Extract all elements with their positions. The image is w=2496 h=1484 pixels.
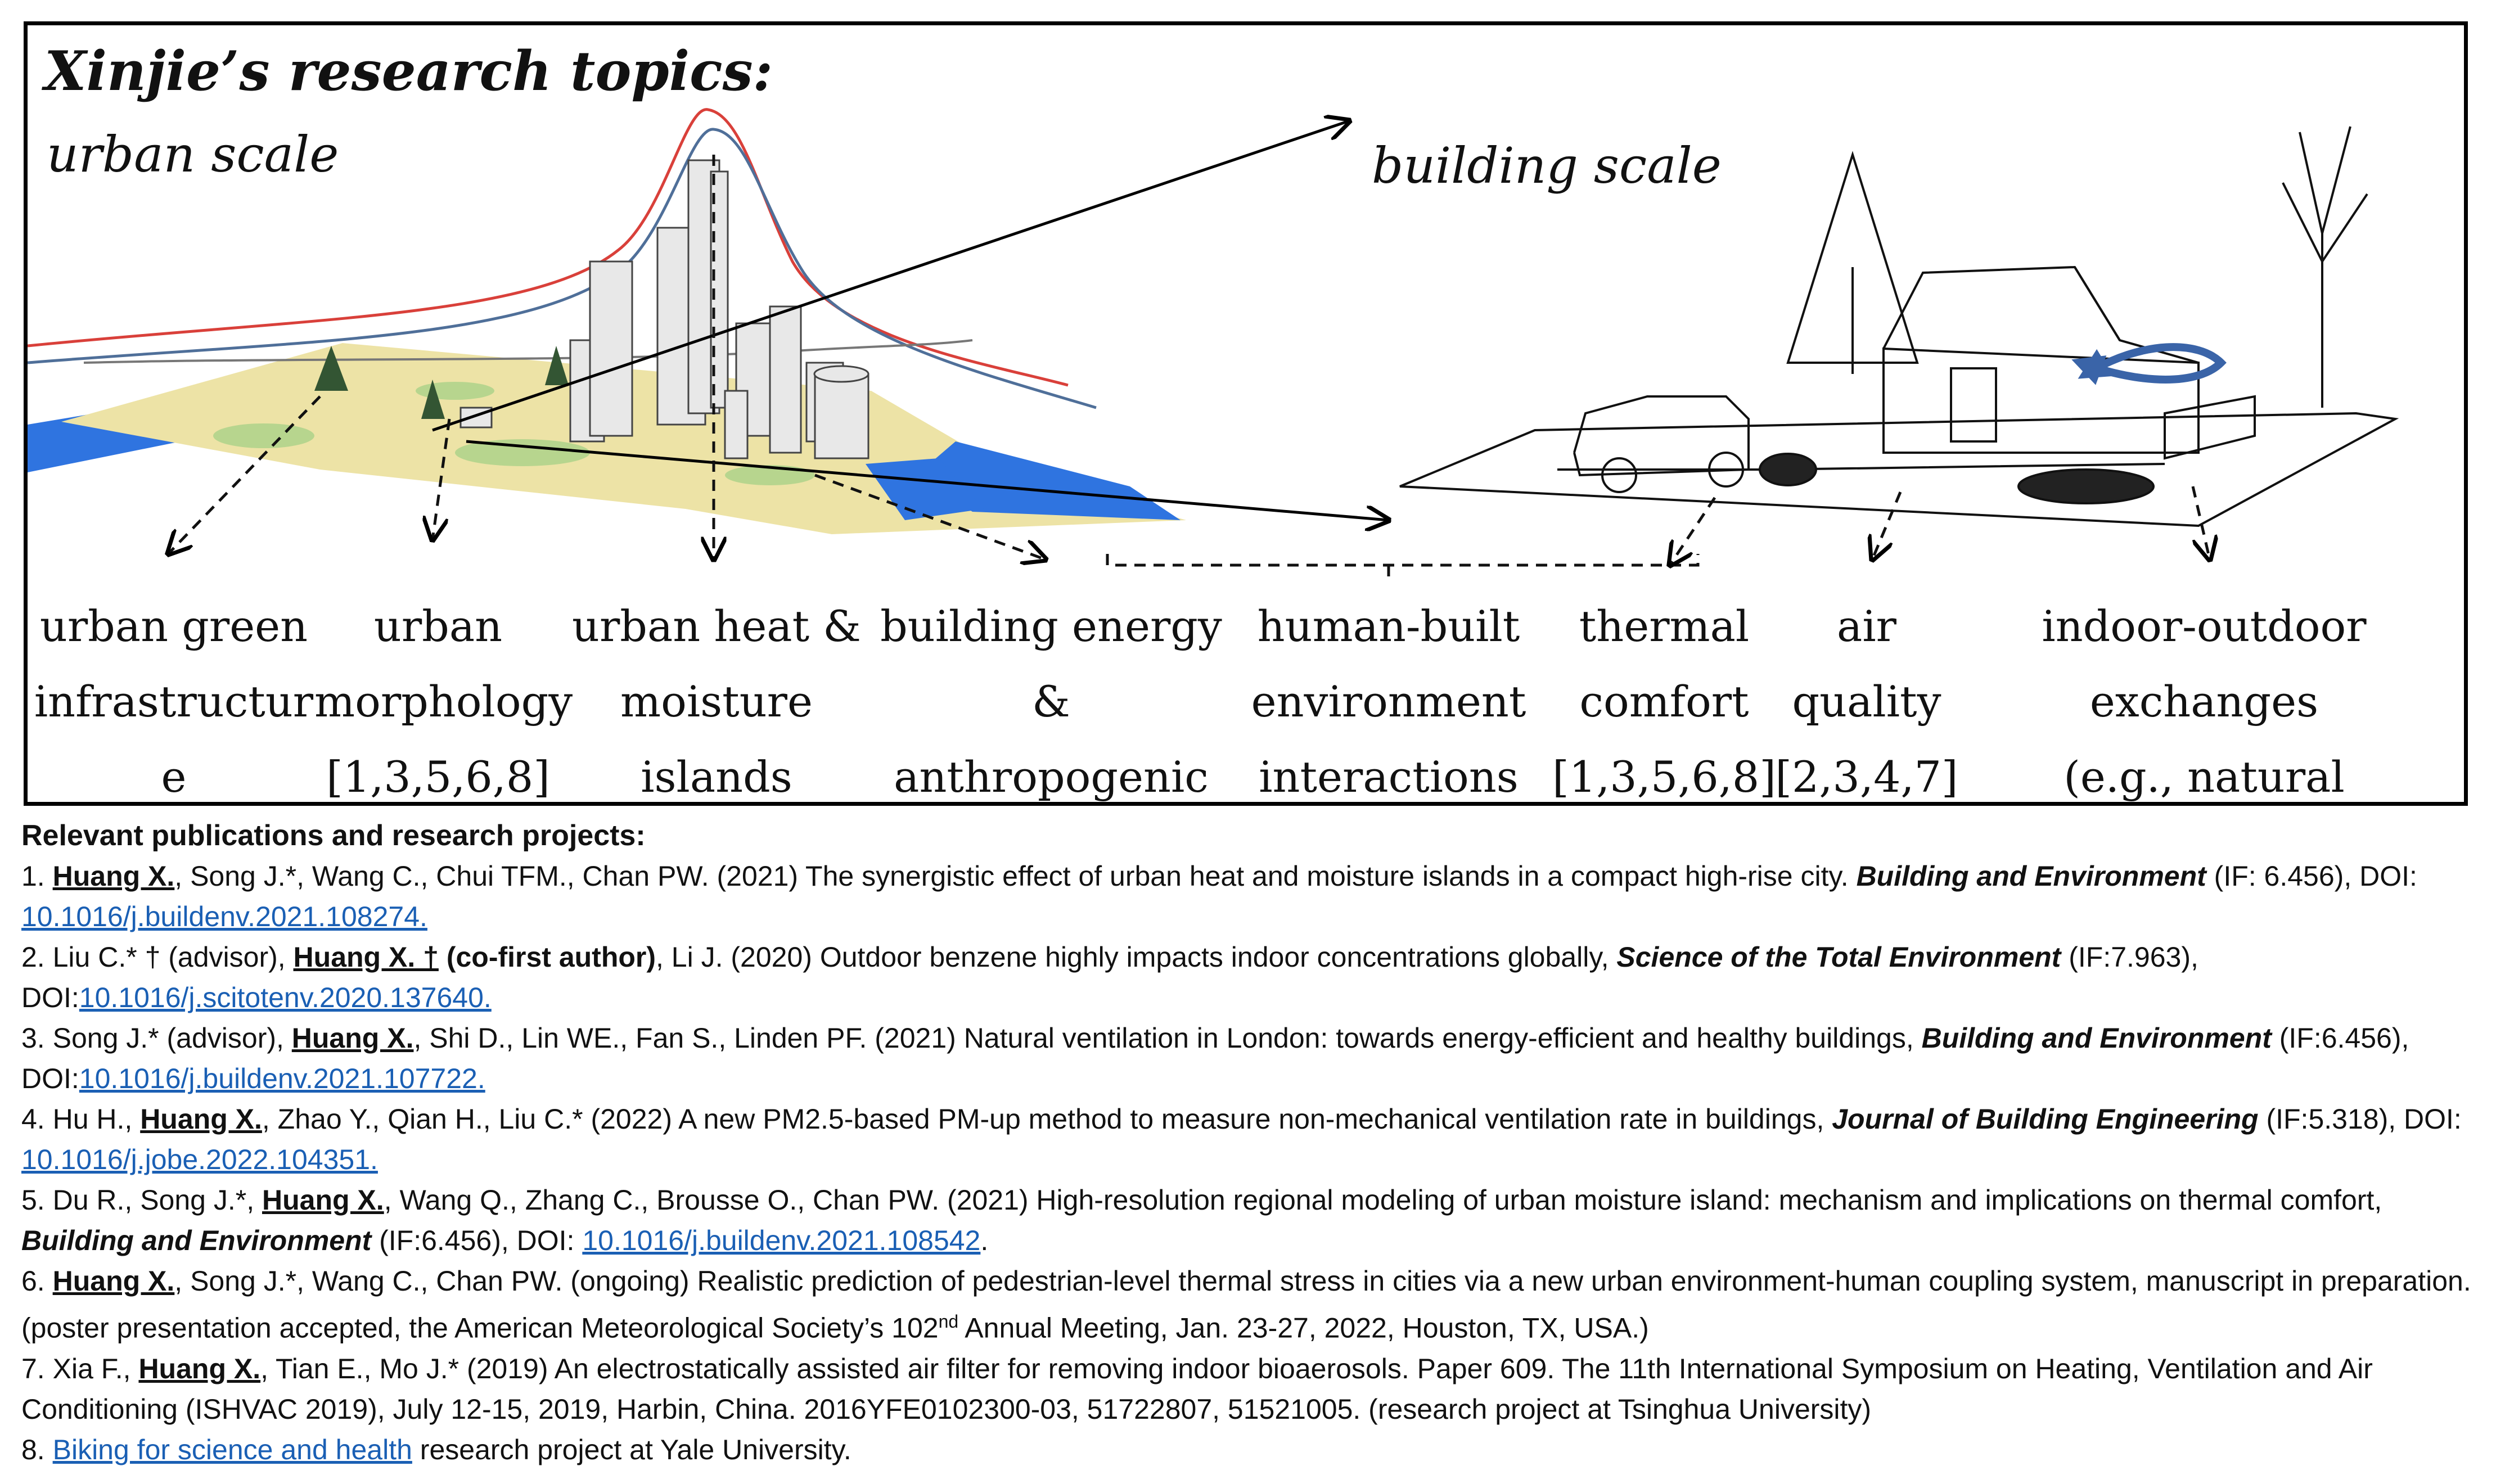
pub-text: , Shi D., Lin WE., Fan S., Linden PF. (2… (413, 1022, 1922, 1054)
pub-number: 2. (21, 941, 45, 973)
ground-plane (1399, 412, 2399, 527)
pine-tree (1786, 151, 1919, 364)
building-sketch (1399, 126, 2399, 527)
pub-number: 5. (21, 1184, 45, 1216)
journal-name: Science of the Total Environment (1616, 941, 2061, 973)
grey-curve (83, 339, 973, 364)
pub-text: , Song J.*, Wang C., Chui TFM., Chan PW.… (174, 860, 1857, 892)
journal-name: Building and Environment (21, 1225, 372, 1256)
pub-pre: Liu C.* † (advisor), (52, 941, 294, 973)
pub-number: 3. (21, 1022, 45, 1054)
city-trees (314, 346, 569, 419)
publication-item: 1. Huang X., Song J.*, Wang C., Chui TFM… (21, 856, 2474, 937)
journal-name: Building and Environment (1921, 1022, 2272, 1054)
topic-refs: [2,3,4,7] (1775, 752, 1958, 802)
pub-text: , Wang Q., Zhang C., Brousse O., Chan PW… (384, 1184, 2382, 1216)
figure-title: Xinjie’s research topics: (44, 39, 773, 103)
topic-thermal-comfort: thermal comfort [1,3,5,6,8] (1546, 589, 1782, 802)
pub-text: , Tian E., Mo J.* (2019) An electrostati… (21, 1352, 2373, 1425)
blue-curve (28, 128, 1097, 409)
publication-item: 4. Hu H., Huang X., Zhao Y., Qian H., Li… (21, 1099, 2474, 1180)
pub-text: , Li J. (2020) Outdoor benzene highly im… (656, 941, 1617, 973)
publication-item: 3. Song J.* (advisor), Huang X., Shi D.,… (21, 1018, 2474, 1099)
doi-link[interactable]: 10.1016/j.buildenv.2021.108274. (21, 901, 427, 932)
topic-indoor-outdoor-exchanges: indoor-outdoor exchanges (e.g., natural … (1945, 589, 2463, 802)
topic-refs: [1,3,5,6,8] (1552, 752, 1776, 802)
pub-number: 8. (21, 1433, 45, 1465)
publication-item: 2. Liu C.* † (advisor), Huang X. † (co-f… (21, 937, 2474, 1018)
publication-item: 8. Biking for science and health researc… (21, 1429, 2474, 1470)
pub-text: research project at Yale University. (412, 1433, 851, 1465)
self-author: Huang X. (140, 1103, 262, 1135)
co-first-note: (co-first author) (438, 941, 656, 973)
topic-name: urban heat & moisture islands (572, 601, 861, 802)
self-author: Huang X. (262, 1184, 384, 1216)
doi-link[interactable]: 10.1016/j.jobe.2022.104351. (21, 1144, 378, 1175)
self-author: Huang X. (138, 1352, 261, 1384)
topic-name: urban morphology (314, 601, 573, 727)
doi-link[interactable]: 10.1016/j.buildenv.2021.108542 (582, 1225, 981, 1256)
pub-pre: Xia F., (52, 1352, 139, 1384)
ventilation-arrows (2071, 343, 2227, 385)
topic-urban-morphology: urban morphology [1,3,5,6,8] (314, 589, 573, 802)
ordinal-suffix: nd (938, 1311, 959, 1332)
pub-tail: (IF:6.456), DOI: (21, 1022, 2409, 1094)
topic-refs: [1,3,5,6,8] (326, 752, 550, 802)
building-scale-label: building scale (1372, 137, 1722, 195)
research-topics-figure: Xinjie’s research topics: urban scale bu… (24, 21, 2468, 806)
publication-item: 7. Xia F., Huang X., Tian E., Mo J.* (20… (21, 1348, 2474, 1429)
car-body (1573, 395, 1750, 477)
topic-name: building energy & anthropogenic emission… (880, 601, 1222, 802)
topic-air-quality: air quality [2,3,4,7] (1771, 589, 1962, 802)
pub-tail: (IF:7.963), DOI: (21, 941, 2198, 1013)
journal-name: Building and Environment (1856, 860, 2206, 892)
pub-text: , Song J.*, Wang C., Chan PW. (ongoing) … (21, 1265, 2471, 1344)
topic-arrows (168, 155, 2210, 579)
self-author: Huang X. † (293, 941, 439, 973)
topic-urban-green-infrastructure: urban green infrastructur e [1,6,8] (28, 589, 326, 802)
bare-tree-trunk (2299, 126, 2351, 408)
pub-number: 6. (21, 1265, 45, 1297)
pub-number: 7. (21, 1352, 45, 1384)
pub-tail: Annual Meeting, Jan. 23-27, 2022, Housto… (958, 1312, 1649, 1344)
pub-tail: (IF: 6.456), DOI: (2206, 860, 2417, 892)
pub-tail: (IF:6.456), DOI: (371, 1225, 583, 1256)
publications-section: Relevant publications and research proje… (21, 815, 2474, 1470)
self-author: Huang X. (291, 1022, 414, 1054)
pub-pre: Du R., Song J.*, (52, 1184, 262, 1216)
topic-name: thermal comfort (1579, 601, 1750, 727)
doi-link[interactable]: 10.1016/j.buildenv.2021.107722. (79, 1063, 485, 1094)
pub-number: 4. (21, 1103, 45, 1135)
water-right (916, 441, 1181, 520)
pub-pre: Hu H., (52, 1103, 141, 1135)
topic-human-built-environment: human-built environment interactions [1,… (1231, 589, 1546, 802)
pub-end: . (980, 1225, 989, 1256)
project-link[interactable]: Biking for science and health (52, 1433, 412, 1465)
figure-illustration (28, 108, 2399, 579)
doi-link[interactable]: 10.1016/j.scitotenv.2020.137640. (79, 982, 492, 1013)
topic-urban-heat-moisture-islands: urban heat & moisture islands [1,5,6,8] (565, 589, 868, 802)
scale-arrows (432, 121, 1389, 520)
publication-item: 5. Du R., Song J.*, Huang X., Wang Q., Z… (21, 1180, 2474, 1261)
journal-name: Journal of Building Engineering (1832, 1103, 2259, 1135)
pub-pre: Song J.* (advisor), (52, 1022, 292, 1054)
topic-building-energy-emissions: building energy & anthropogenic emission… (866, 589, 1237, 802)
fence (2164, 395, 2256, 460)
red-curve (28, 108, 1069, 387)
topic-name: human-built environment interactions (1251, 601, 1526, 802)
publications-heading: Relevant publications and research proje… (21, 819, 646, 852)
pub-tail: (IF:5.318), DOI: (2258, 1103, 2462, 1135)
topic-name: urban green infrastructur e (34, 601, 314, 802)
topic-name: air quality (1792, 601, 1941, 727)
self-author: Huang X. (52, 1265, 175, 1297)
pub-text: , Zhao Y., Qian H., Liu C.* (2022) A new… (262, 1103, 1832, 1135)
topic-name: indoor-outdoor exchanges (e.g., natural … (2042, 601, 2367, 802)
pub-number: 1. (21, 860, 45, 892)
urban-scale-label: urban scale (47, 125, 339, 183)
house-front (1882, 347, 2200, 454)
self-author: Huang X. (52, 860, 175, 892)
publication-item: 6. Huang X., Song J.*, Wang C., Chan PW.… (21, 1261, 2474, 1348)
